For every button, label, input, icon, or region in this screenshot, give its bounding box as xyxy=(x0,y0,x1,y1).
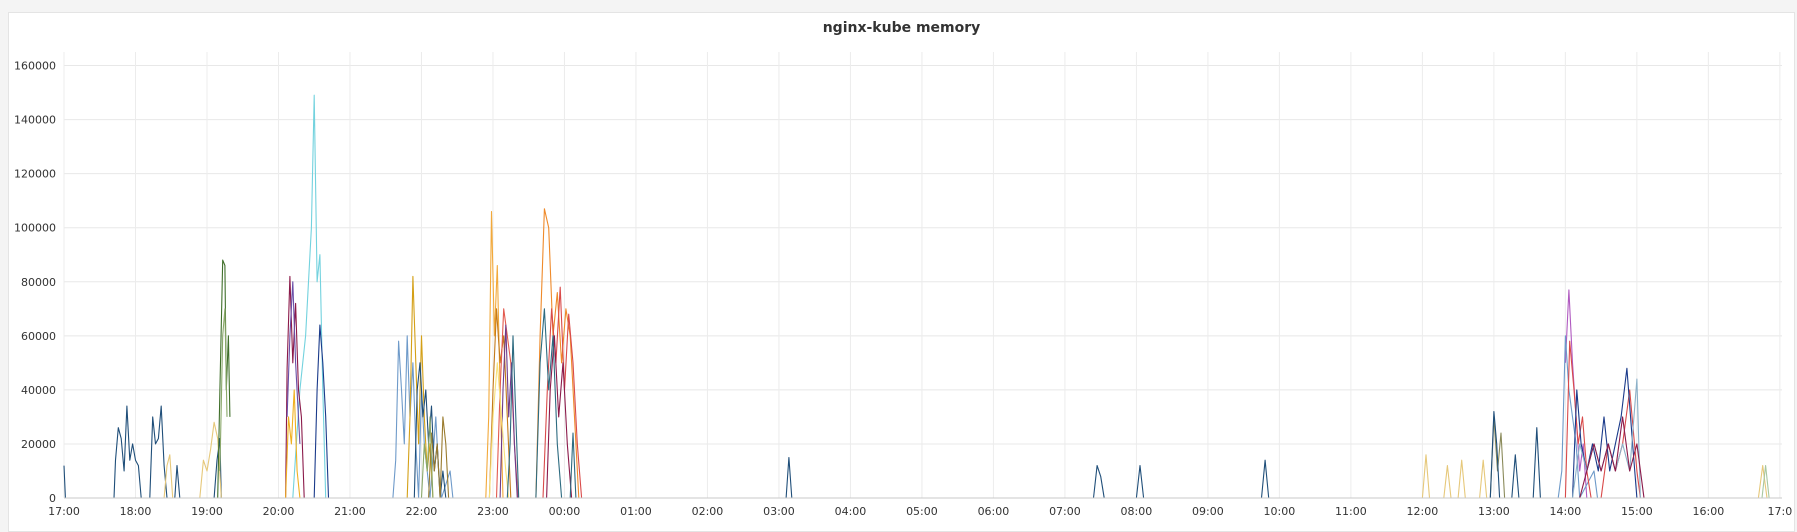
y-tick-label: 120000 xyxy=(14,168,56,181)
series-line-7 xyxy=(313,324,330,499)
x-tick-label: 18:00 xyxy=(120,505,152,518)
x-tick-label: 02:00 xyxy=(692,505,724,518)
x-tick-label: 16:00 xyxy=(1693,505,1725,518)
x-tick-label: 01:00 xyxy=(620,505,652,518)
series-line-33 xyxy=(1579,416,1645,499)
series-line-29 xyxy=(1557,335,1599,499)
series-line-10 xyxy=(406,275,434,499)
series-line-13 xyxy=(420,416,434,499)
x-tick-label: 14:00 xyxy=(1550,505,1582,518)
series-line-18 xyxy=(488,362,510,499)
graph-panel: nginx-kube memory xyxy=(8,12,1795,532)
series-line-22 xyxy=(546,335,573,499)
x-tick-label: 10:00 xyxy=(1264,505,1296,518)
series-line-1 xyxy=(163,421,222,499)
x-tick-label: 17:00 xyxy=(48,505,80,518)
x-tick-label: 03:00 xyxy=(763,505,795,518)
x-tick-label: 22:00 xyxy=(406,505,438,518)
x-tick-label: 05:00 xyxy=(906,505,938,518)
x-tick-label: 17:0 xyxy=(1768,505,1793,518)
y-tick-label: 40000 xyxy=(21,384,56,397)
series-line-30 xyxy=(1564,340,1641,499)
x-tick-label: 20:00 xyxy=(263,505,295,518)
x-tick-label: 13:00 xyxy=(1478,505,1510,518)
x-tick-label: 11:00 xyxy=(1335,505,1367,518)
grid xyxy=(63,52,1782,499)
x-tick-label: 07:00 xyxy=(1049,505,1081,518)
y-tick-label: 100000 xyxy=(14,222,56,235)
series-line-24 xyxy=(785,456,1270,499)
x-tick-label: 19:00 xyxy=(191,505,223,518)
series-line-0 xyxy=(63,405,222,499)
series-line-23 xyxy=(535,308,577,499)
x-tick-label: 15:00 xyxy=(1621,505,1653,518)
y-tick-label: 60000 xyxy=(21,330,56,343)
x-axis-ticks: 17:00 18:00 19:00 20:00 21:00 22:00 23:00 00:00… xyxy=(48,505,1792,518)
series-line-19 xyxy=(506,335,520,499)
y-axis-ticks: 0 20000 40000 60000 80000 100000 120000 140000 1… xyxy=(14,60,56,505)
series-line-34 xyxy=(1761,465,1770,499)
series-line-20 xyxy=(535,208,580,499)
series-group xyxy=(63,94,1770,499)
series-line-8 xyxy=(285,389,301,499)
y-tick-label: 160000 xyxy=(14,60,56,73)
y-tick-label: 140000 xyxy=(14,114,56,127)
series-line-31 xyxy=(1571,367,1638,499)
x-tick-label: 06:00 xyxy=(978,505,1010,518)
y-tick-label: 80000 xyxy=(21,276,56,289)
series-line-3 xyxy=(219,308,228,472)
x-tick-label: 23:00 xyxy=(477,505,509,518)
series-line-27 xyxy=(1489,410,1541,499)
x-tick-label: 21:00 xyxy=(334,505,366,518)
series-line-15 xyxy=(488,308,512,499)
panel-title: nginx-kube memory xyxy=(822,20,981,36)
y-tick-label: 20000 xyxy=(21,438,56,451)
series-line-21 xyxy=(542,286,583,499)
x-tick-label: 09:00 xyxy=(1192,505,1224,518)
series-line-12 xyxy=(428,416,450,499)
series-line-6 xyxy=(286,281,301,444)
x-tick-label: 04:00 xyxy=(835,505,867,518)
y-tick-label: 0 xyxy=(49,492,56,505)
series-line-17 xyxy=(499,324,518,499)
x-tick-label: 08:00 xyxy=(1121,505,1153,518)
x-tick-label: 12:00 xyxy=(1407,505,1439,518)
series-line-2 xyxy=(217,259,231,499)
series-line-4 xyxy=(292,94,327,499)
x-tick-label: 00:00 xyxy=(549,505,581,518)
series-line-11 xyxy=(413,362,451,499)
